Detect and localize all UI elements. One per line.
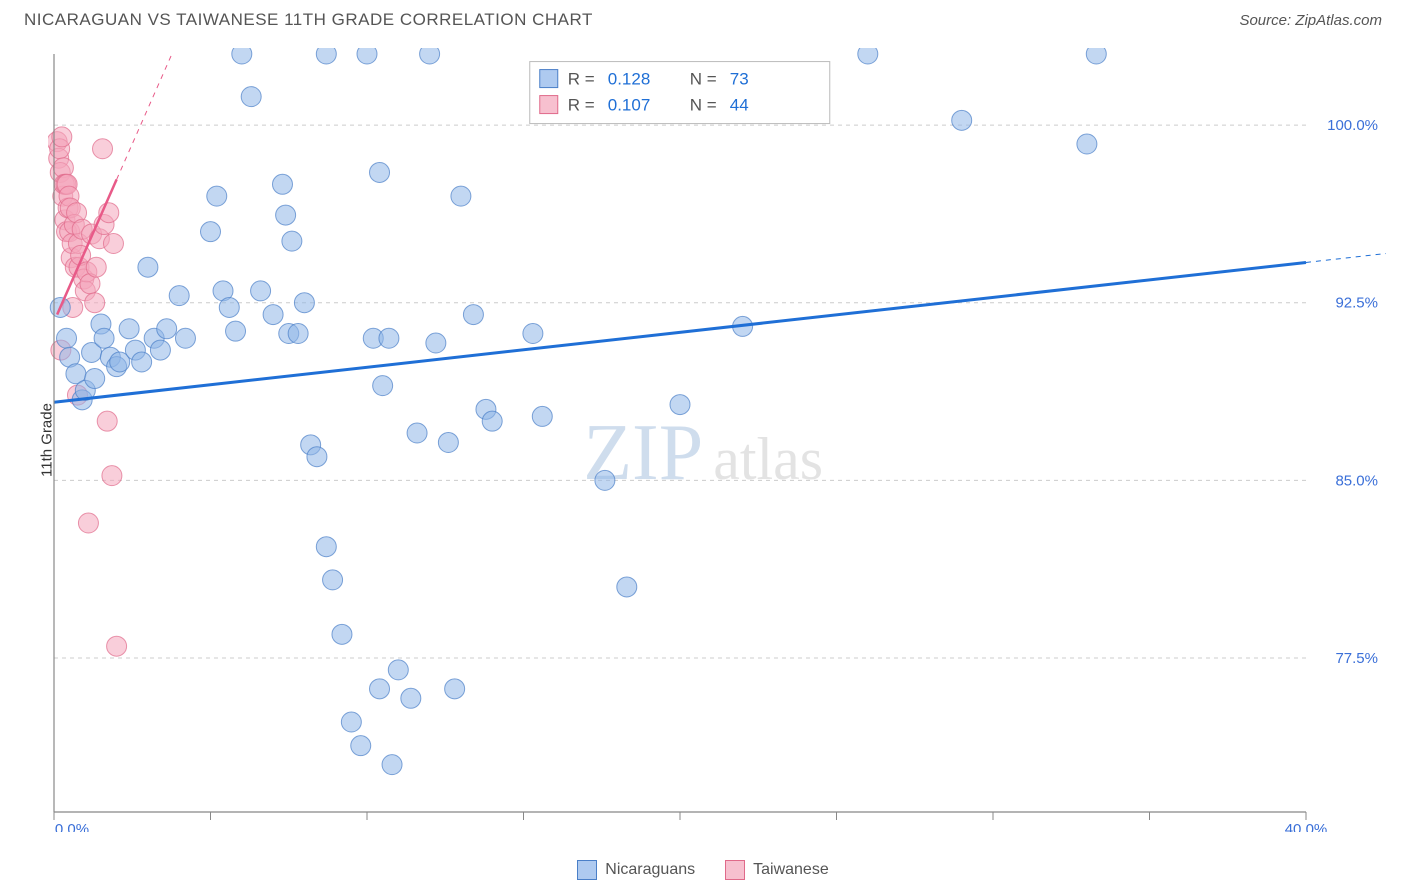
svg-text:N =: N = <box>690 70 717 89</box>
y-axis-label: 11th Grade <box>38 403 55 477</box>
svg-text:40.0%: 40.0% <box>1285 821 1328 832</box>
legend-label: Nicaraguans <box>605 861 695 879</box>
chart-title: NICARAGUAN VS TAIWANESE 11TH GRADE CORRE… <box>24 10 593 30</box>
scatter-plot: 85.0%100.0%77.5%92.5%ZIPatlas0.0%40.0%R … <box>48 48 1386 832</box>
svg-text:92.5%: 92.5% <box>1335 295 1378 312</box>
svg-text:0.107: 0.107 <box>608 96 651 115</box>
legend: Nicaraguans Taiwanese <box>0 860 1406 880</box>
source-label: Source: ZipAtlas.com <box>1239 12 1382 29</box>
legend-swatch-pink <box>725 860 745 880</box>
legend-swatch-blue <box>577 860 597 880</box>
svg-text:atlas: atlas <box>713 426 823 492</box>
svg-text:0.128: 0.128 <box>608 70 651 89</box>
chart-area: 11th Grade 85.0%100.0%77.5%92.5%ZIPatlas… <box>48 48 1386 832</box>
svg-text:73: 73 <box>730 70 749 89</box>
legend-item-taiwanese: Taiwanese <box>725 860 829 880</box>
svg-text:0.0%: 0.0% <box>55 821 89 832</box>
svg-text:85.0%: 85.0% <box>1335 472 1378 489</box>
svg-text:44: 44 <box>730 96 749 115</box>
legend-label: Taiwanese <box>753 861 829 879</box>
svg-text:N =: N = <box>690 96 717 115</box>
svg-text:100.0%: 100.0% <box>1327 117 1378 134</box>
legend-item-nicaraguans: Nicaraguans <box>577 860 695 880</box>
svg-text:R =: R = <box>568 70 595 89</box>
svg-text:R =: R = <box>568 96 595 115</box>
svg-text:77.5%: 77.5% <box>1335 650 1378 667</box>
